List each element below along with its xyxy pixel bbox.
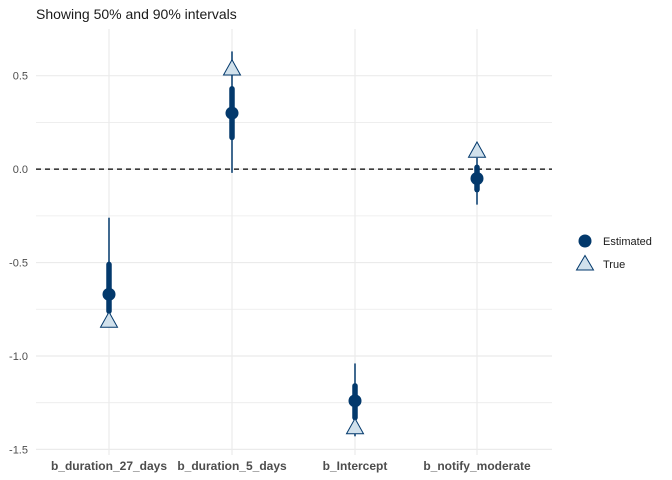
true-point xyxy=(345,417,365,435)
legend-estimated-marker xyxy=(578,234,592,248)
x-axis: b_duration_27_days b_duration_5_days b_Int… xyxy=(51,459,531,473)
x-tick-label: b_duration_27_days xyxy=(51,459,167,473)
y-tick-label: -0.5 xyxy=(9,258,28,270)
true-point xyxy=(99,310,119,328)
marks-layer xyxy=(99,51,487,437)
legend-true-label: True xyxy=(603,259,625,271)
chart-subtitle: Showing 50% and 90% intervals xyxy=(36,6,237,22)
y-tick-label: 0.0 xyxy=(13,164,28,176)
y-tick-label: -1.0 xyxy=(9,351,28,363)
x-tick-label: b_notify_moderate xyxy=(423,459,531,473)
legend: Estimated True xyxy=(575,234,652,271)
legend-estimated-label: Estimated xyxy=(603,236,652,248)
x-tick-label: b_Intercept xyxy=(323,459,388,473)
legend-true-marker xyxy=(575,254,595,271)
y-tick-label: 0.5 xyxy=(13,71,28,83)
estimated-point xyxy=(102,287,116,301)
y-axis: -1.5 -1.0 -0.5 0.0 0.5 xyxy=(9,71,28,457)
estimated-point xyxy=(225,106,239,120)
estimated-point xyxy=(348,394,362,408)
true-point xyxy=(467,140,487,158)
x-tick-label: b_duration_5_days xyxy=(177,459,287,473)
true-point xyxy=(222,58,242,76)
estimated-point xyxy=(470,171,484,185)
y-tick-label: -1.5 xyxy=(9,444,28,456)
